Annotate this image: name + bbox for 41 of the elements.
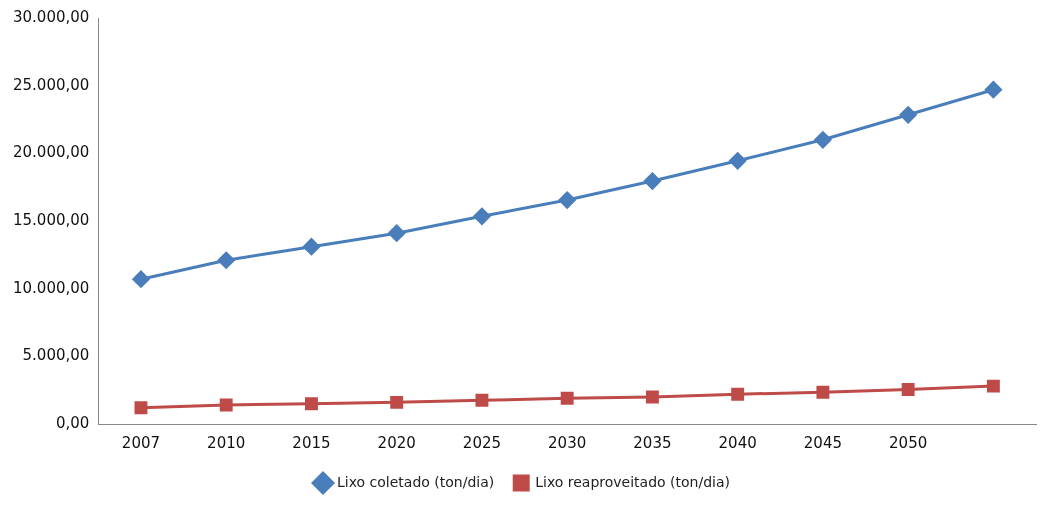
x-tick-label: 2035 bbox=[633, 433, 672, 452]
x-tick-label: 2040 bbox=[718, 433, 757, 452]
y-tick-label: 30.000,00 bbox=[13, 7, 90, 26]
x-tick-label: 2020 bbox=[377, 433, 416, 452]
point bbox=[302, 238, 320, 256]
x-tick-label: 2045 bbox=[803, 433, 842, 452]
y-tick-label: 10.000,00 bbox=[13, 278, 90, 297]
point bbox=[132, 270, 150, 288]
point bbox=[134, 401, 148, 415]
point bbox=[388, 224, 406, 242]
point bbox=[558, 191, 576, 209]
x-tick-label: 2050 bbox=[889, 433, 928, 452]
point bbox=[816, 385, 830, 399]
point bbox=[475, 393, 489, 407]
point bbox=[814, 131, 832, 149]
legend-label: Lixo coletado (ton/dia) bbox=[337, 473, 495, 490]
y-tick-label: 25.000,00 bbox=[13, 75, 90, 94]
y-tick-label: 15.000,00 bbox=[13, 210, 90, 229]
x-tick-label: 2025 bbox=[462, 433, 502, 452]
point bbox=[305, 397, 318, 411]
point bbox=[560, 391, 574, 405]
y-tick-label: 20.000,00 bbox=[13, 143, 90, 162]
point bbox=[984, 81, 1002, 99]
x-tick-label: 2007 bbox=[121, 433, 161, 452]
x-tick-label: 2030 bbox=[548, 433, 587, 452]
point bbox=[645, 390, 659, 404]
legend-label: Lixo reaproveitado (ton/dia) bbox=[535, 473, 731, 490]
y-tick-label: 0,00 bbox=[55, 413, 90, 432]
point bbox=[473, 207, 491, 225]
point bbox=[729, 152, 747, 170]
point bbox=[986, 379, 1000, 393]
point bbox=[219, 398, 233, 412]
point bbox=[731, 387, 745, 401]
x-tick-label: 2015 bbox=[292, 433, 331, 452]
point bbox=[901, 383, 915, 396]
x-tick-label: 2010 bbox=[207, 433, 246, 452]
point bbox=[217, 251, 235, 269]
point bbox=[899, 106, 917, 124]
y-tick-label: 5.000,00 bbox=[22, 346, 90, 365]
point bbox=[390, 395, 404, 409]
point bbox=[643, 172, 661, 190]
